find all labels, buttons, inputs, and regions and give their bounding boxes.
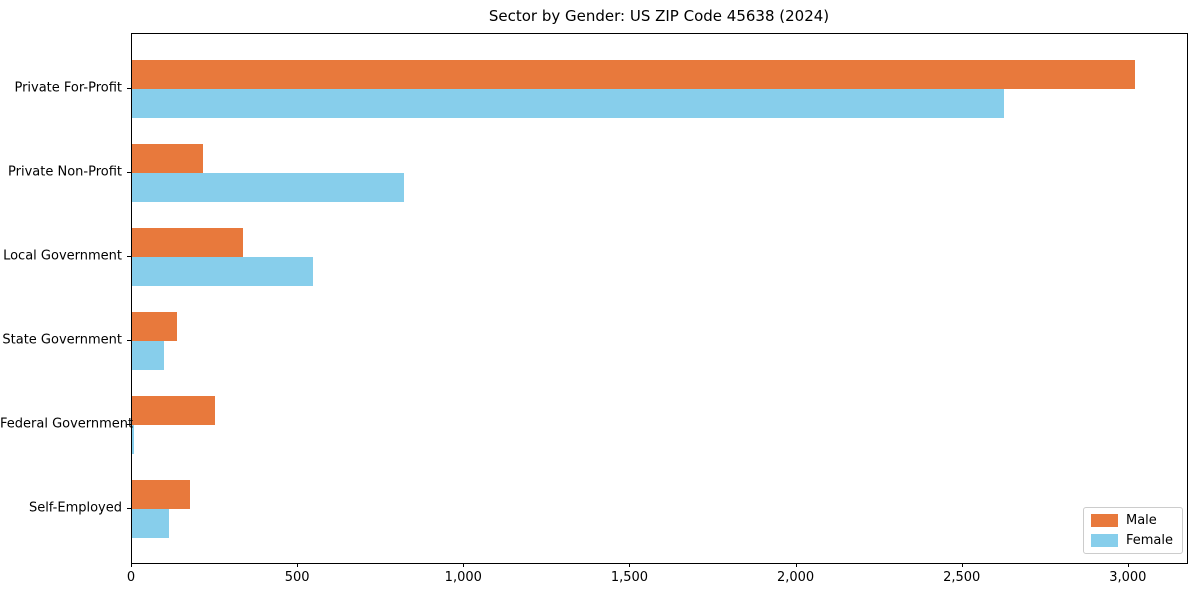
y-axis-tick: [127, 256, 131, 257]
y-axis-tick: [127, 424, 131, 425]
legend-item-female: Female: [1090, 533, 1173, 548]
y-axis-tick: [127, 172, 131, 173]
x-axis-tick: [297, 563, 299, 567]
x-axis-tick: [463, 563, 465, 567]
y-tick-label: Federal Government: [0, 416, 134, 432]
x-tick-label: 1,500: [610, 570, 649, 585]
bar-female-4: [132, 341, 164, 370]
y-axis-tick: [127, 88, 131, 89]
y-tick-label: Self-Employed: [28, 500, 122, 516]
y-tick-label: Private For-Profit: [14, 80, 122, 96]
bar-female-1: [132, 89, 1005, 118]
legend: Male Female: [1082, 507, 1183, 554]
bar-male-2: [132, 144, 204, 173]
female-swatch: [1090, 534, 1118, 547]
bar-female-2: [132, 173, 405, 202]
x-axis-tick: [961, 563, 963, 567]
y-tick-label: State Government: [2, 332, 122, 348]
plot-area: Male Female: [131, 33, 1188, 564]
y-axis-tick: [127, 340, 131, 341]
x-tick-label: 1,000: [444, 570, 482, 585]
x-tick-label: 3,000: [1109, 570, 1147, 585]
x-axis-tick: [629, 563, 631, 567]
bar-male-3: [132, 228, 244, 257]
male-swatch: [1090, 514, 1118, 527]
bar-female-6: [132, 509, 169, 538]
bar-female-5: [132, 425, 135, 454]
y-tick-label: Local Government: [3, 248, 122, 264]
x-tick-label: 500: [284, 570, 310, 585]
y-tick-label: Private Non-Profit: [8, 164, 122, 180]
bar-male-4: [132, 312, 177, 341]
legend-label-female: Female: [1125, 533, 1173, 548]
y-axis-tick: [127, 508, 131, 509]
x-tick-label: 0: [126, 570, 136, 585]
bar-male-6: [132, 480, 191, 509]
x-axis-tick: [795, 563, 797, 567]
legend-label-male: Male: [1125, 513, 1157, 528]
chart-title: Sector by Gender: US ZIP Code 45638 (202…: [488, 7, 830, 25]
legend-item-male: Male: [1090, 513, 1173, 528]
x-axis-tick: [131, 563, 132, 567]
x-axis-tick: [1127, 563, 1129, 567]
bar-male-5: [132, 396, 216, 425]
bar-female-3: [132, 257, 314, 286]
x-tick-label: 2,500: [943, 570, 981, 585]
bar-male-1: [132, 60, 1136, 89]
x-tick-label: 2,000: [776, 570, 815, 585]
